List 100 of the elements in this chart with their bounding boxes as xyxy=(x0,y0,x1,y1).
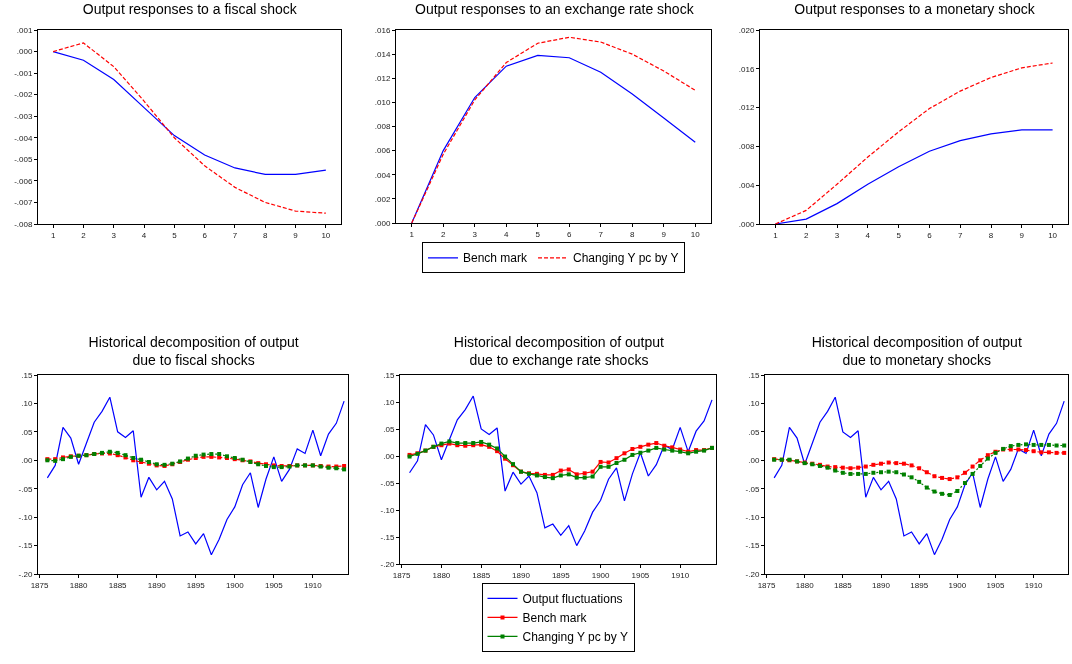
y-tick-label: .002 xyxy=(374,194,391,204)
x-tick-label: 10 xyxy=(1048,230,1058,240)
y-tick-label: .00 xyxy=(748,456,760,466)
x-tick-label: 5 xyxy=(896,230,902,240)
x-tick-label: 1900 xyxy=(225,580,245,590)
x-tick-label: 3 xyxy=(472,229,478,239)
x-tick-label: 1875 xyxy=(392,570,412,580)
y-tick-label: .10 xyxy=(383,397,395,407)
y-tick-label: -.20 xyxy=(745,569,760,579)
y-tick-label: -.15 xyxy=(745,541,760,551)
y-tick-label: .000 xyxy=(738,219,755,229)
x-tick-label: 1905 xyxy=(631,570,650,580)
y-tick-label: .15 xyxy=(383,370,395,380)
x-tick-label: 6 xyxy=(567,229,573,239)
x-tick-label: 1910 xyxy=(303,580,323,590)
y-tick-label: .012 xyxy=(374,74,391,84)
y-tick-label: -.004 xyxy=(14,133,33,143)
y-tick-label: .004 xyxy=(738,181,755,190)
x-tick-label: 1895 xyxy=(551,570,571,580)
y-tick-label: .00 xyxy=(21,456,33,466)
y-tick-label: -.05 xyxy=(745,484,760,494)
x-tick-label: 1910 xyxy=(1024,580,1044,590)
y-tick-label: .000 xyxy=(16,47,33,57)
y-tick-label: -.05 xyxy=(18,484,33,494)
y-tick-label: -.003 xyxy=(14,112,33,122)
x-tick-label: 1 xyxy=(50,230,56,240)
y-tick-label: .15 xyxy=(748,370,760,380)
x-tick-label: 2 xyxy=(803,230,809,240)
x-tick-label: 1895 xyxy=(186,580,206,590)
x-tick-label: 1900 xyxy=(948,580,967,590)
x-tick-label: 1 xyxy=(773,230,779,240)
legend-label: Changing Y pc by Y xyxy=(522,630,628,645)
y-tick-label: -.001 xyxy=(14,68,33,78)
y-tick-label: -.002 xyxy=(14,90,33,100)
y-tick-label: -.008 xyxy=(14,219,33,229)
y-tick-label: -.05 xyxy=(380,478,395,488)
y-tick-label: -.10 xyxy=(18,512,33,522)
x-tick-label: 7 xyxy=(957,230,963,240)
y-tick-label: .05 xyxy=(21,427,33,437)
y-tick-label: .008 xyxy=(738,142,755,152)
chart-title: Output responses to a fiscal shock xyxy=(82,0,298,17)
y-tick-label: .004 xyxy=(374,170,391,180)
y-tick-label: .05 xyxy=(383,424,395,434)
x-tick-label: 1885 xyxy=(833,580,853,590)
x-tick-label: 1880 xyxy=(795,580,815,590)
x-tick-label: 10 xyxy=(690,229,701,239)
x-tick-label: 4 xyxy=(504,229,510,239)
x-tick-label: 1890 xyxy=(147,580,167,590)
x-tick-label: 4 xyxy=(141,230,147,240)
x-tick-label: 1 xyxy=(409,229,415,239)
y-tick-label: .05 xyxy=(748,427,760,437)
chart-title: Historical decomposition of output due to monetary shocks xyxy=(811,334,1022,369)
x-tick-label: 10 xyxy=(321,230,331,240)
y-tick-label: -.10 xyxy=(380,505,395,515)
x-tick-label: 9 xyxy=(293,230,299,240)
y-tick-label: -.005 xyxy=(14,155,33,165)
x-tick-label: 1880 xyxy=(69,580,89,590)
x-tick-label: 9 xyxy=(661,229,667,239)
y-tick-label: .010 xyxy=(374,98,391,108)
x-tick-label: 8 xyxy=(988,230,994,240)
y-tick-label: .014 xyxy=(374,49,391,59)
x-tick-label: 1890 xyxy=(872,580,891,590)
y-tick-label: .001 xyxy=(16,25,33,35)
y-tick-label: -.20 xyxy=(380,559,395,569)
x-tick-label: 1885 xyxy=(472,570,491,580)
y-tick-label: .016 xyxy=(374,25,391,35)
x-tick-label: 3 xyxy=(111,230,117,240)
legend-label: Bench mark xyxy=(522,611,588,626)
x-tick-label: 8 xyxy=(630,229,636,239)
legend-label: Changing Y pc by Y xyxy=(573,251,679,266)
legend-label: Bench mark xyxy=(463,251,529,266)
x-tick-label: 1875 xyxy=(30,580,50,590)
y-tick-label: .10 xyxy=(748,399,760,409)
y-tick-label: -.20 xyxy=(18,569,33,579)
y-tick-label: .006 xyxy=(374,146,391,156)
y-tick-label: -.006 xyxy=(14,176,33,186)
y-tick-label: -.007 xyxy=(14,198,33,208)
y-tick-label: -.10 xyxy=(745,512,760,522)
y-tick-label: .012 xyxy=(738,103,755,113)
x-tick-label: 4 xyxy=(865,230,871,240)
x-tick-label: 5 xyxy=(172,230,178,240)
x-tick-label: 1910 xyxy=(671,570,690,580)
x-tick-label: 9 xyxy=(1019,230,1025,240)
chart-title: Output responses to an exchange rate shock xyxy=(415,0,695,17)
x-tick-label: 2 xyxy=(81,230,87,240)
x-tick-label: 8 xyxy=(263,230,269,240)
x-tick-label: 1905 xyxy=(264,580,284,590)
chart-title: Historical decomposition of output due to exchange rate shocks xyxy=(453,334,665,369)
x-tick-label: 1890 xyxy=(512,570,531,580)
legend-label: Output fluctuations xyxy=(522,592,623,607)
chart-title: Historical decomposition of output due to fiscal shocks xyxy=(88,334,299,369)
y-tick-label: .008 xyxy=(374,122,391,132)
x-tick-label: 7 xyxy=(232,230,238,240)
x-tick-label: 1900 xyxy=(591,570,611,580)
x-tick-label: 7 xyxy=(598,229,604,239)
y-tick-label: -.15 xyxy=(18,541,33,551)
y-tick-label: .15 xyxy=(21,370,33,380)
x-tick-label: 6 xyxy=(202,230,208,240)
y-tick-label: .016 xyxy=(738,64,755,74)
y-tick-label: -.15 xyxy=(380,532,395,542)
